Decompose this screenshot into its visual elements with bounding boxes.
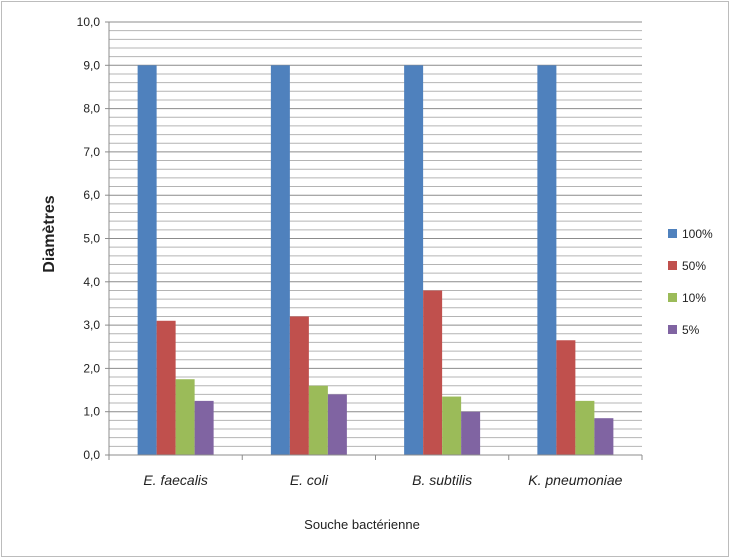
- y-tick-label: 3,0: [83, 318, 100, 332]
- y-tick-label: 0,0: [83, 448, 100, 462]
- y-tick-label: 6,0: [83, 188, 100, 202]
- bar-10pct-0: [175, 379, 195, 455]
- legend-label: 50%: [682, 259, 706, 273]
- legend-label: 5%: [682, 323, 700, 337]
- legend-swatch: [668, 325, 677, 334]
- legend-label: 100%: [682, 227, 713, 241]
- y-tick-label: 8,0: [83, 102, 100, 116]
- bar-50pct-0: [156, 320, 176, 455]
- y-tick-label: 9,0: [83, 58, 100, 72]
- legend-swatch: [668, 229, 677, 238]
- legend: 100% 50% 10% 5%: [668, 227, 713, 337]
- bars: [137, 65, 614, 456]
- x-category-label: B. subtilis: [412, 472, 472, 488]
- bar-10pct-1: [308, 385, 328, 455]
- y-axis-title: Diamètres: [41, 195, 58, 272]
- x-axis-title: Souche bactérienne: [304, 517, 420, 532]
- y-tick-label: 10,0: [77, 15, 101, 29]
- x-category-label: E. faecalis: [143, 472, 208, 488]
- bar-5pct-0: [194, 400, 214, 455]
- y-tick-label: 7,0: [83, 145, 100, 159]
- axes: 0,0 1,0 2,0 3,0 4,0 5,0 6,0 7,0 8,0 9,0 10,0 E. fae…: [77, 15, 643, 488]
- y-tick-label: 1,0: [83, 405, 100, 419]
- y-tick-label: 5,0: [83, 232, 100, 246]
- legend-swatch: [668, 293, 677, 302]
- bar-5pct-3: [594, 418, 614, 455]
- bar-100pct-1: [270, 65, 290, 456]
- bar-5pct-2: [461, 411, 481, 455]
- bar-10pct-3: [575, 400, 595, 455]
- bar-50pct-3: [556, 340, 576, 455]
- bar-5pct-1: [327, 394, 347, 455]
- bar-100pct-2: [404, 65, 424, 456]
- legend-swatch: [668, 261, 677, 270]
- y-tick-label: 2,0: [83, 361, 100, 375]
- bar-10pct-2: [442, 396, 462, 455]
- bar-50pct-1: [289, 316, 309, 455]
- bar-100pct-0: [137, 65, 157, 456]
- y-tick-label: 4,0: [83, 275, 100, 289]
- x-category-label: K. pneumoniae: [528, 472, 622, 488]
- legend-label: 10%: [682, 291, 706, 305]
- x-category-label: E. coli: [290, 472, 329, 488]
- bar-50pct-2: [423, 290, 443, 455]
- bar-100pct-3: [537, 65, 557, 456]
